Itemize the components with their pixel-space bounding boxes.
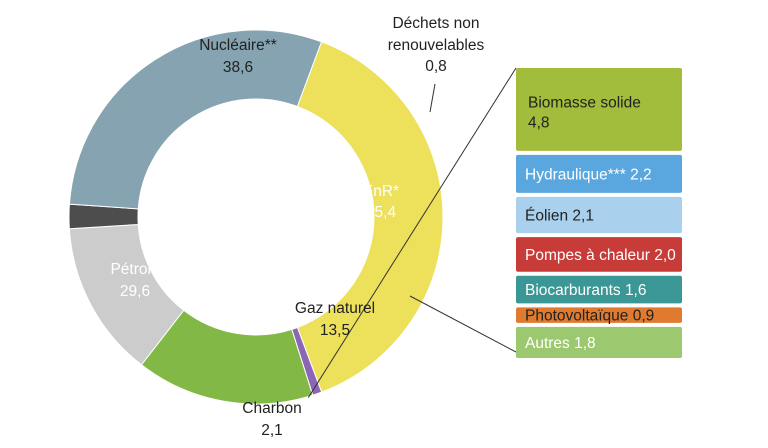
breakdown-segment-eolien xyxy=(516,196,682,234)
slice-label-gaz-naturel: Gaz naturel xyxy=(295,300,375,317)
breakdown-label-pompes-a-chaleur: Pompes à chaleur 2,0 xyxy=(525,247,676,264)
breakdown-segment-photovoltaique xyxy=(516,307,682,323)
breakdown-segment-autres xyxy=(516,326,682,358)
slice-label-nucleaire: Nucléaire** xyxy=(199,37,277,54)
breakdown-label-photovoltaique: Photovoltaïque 0,9 xyxy=(525,308,654,325)
breakdown-label-biocarburants: Biocarburants 1,6 xyxy=(525,282,647,299)
breakdown-segment-hydraulique xyxy=(516,154,682,193)
slice-label-dechets-non-renouvelables-line2: renouvelables xyxy=(388,37,485,54)
slice-label-dechets-non-renouvelables-line1: Déchets non xyxy=(392,15,479,32)
breakdown-label-biomasse-solide: Biomasse solide xyxy=(528,94,641,111)
slice-label-charbon: Charbon xyxy=(242,400,301,417)
breakdown-label-autres: Autres 1,8 xyxy=(525,335,596,352)
donut-slice-nucleaire xyxy=(296,41,444,393)
slice-label-petrole: Pétrole xyxy=(110,261,159,278)
dechets-leader-line xyxy=(429,83,436,113)
slice-label-enr: EnR* xyxy=(363,183,399,200)
breakdown-segment-biomasse-solide xyxy=(516,68,682,151)
breakdown-value-biomasse-solide: 4,8 xyxy=(528,114,550,131)
slice-value-nucleaire: 38,6 xyxy=(223,59,253,76)
breakdown-label-eolien: Éolien 2,1 xyxy=(525,208,594,225)
slice-value-charbon: 2,1 xyxy=(261,422,283,439)
connector-line-bottom xyxy=(409,295,517,353)
breakdown-segment-pompes-a-chaleur xyxy=(516,237,682,272)
slice-value-dechets-non-renouvelables: 0,8 xyxy=(425,58,447,75)
breakdown-segment-biocarburants xyxy=(516,275,682,304)
donut-slice-petrole xyxy=(68,29,323,210)
slice-value-gaz-naturel: 13,5 xyxy=(320,322,350,339)
connector-line-top xyxy=(307,67,517,398)
slice-value-enr: 15,4 xyxy=(366,204,397,221)
breakdown-label-hydraulique: Hydraulique*** 2,2 xyxy=(525,166,652,183)
slice-value-petrole: 29,6 xyxy=(120,283,150,300)
